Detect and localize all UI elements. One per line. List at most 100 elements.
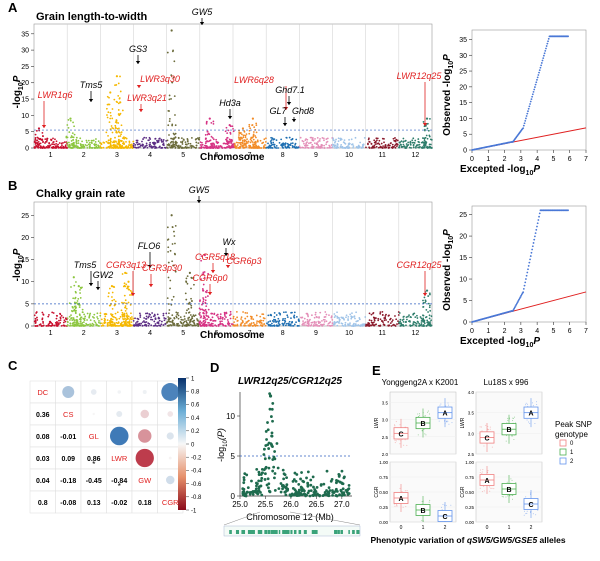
snp-point xyxy=(279,482,283,485)
snp-point xyxy=(123,314,126,317)
snp-point xyxy=(150,316,153,319)
peak-point xyxy=(425,117,429,120)
snp-point xyxy=(68,131,71,133)
snp-point xyxy=(112,140,115,143)
snp-point xyxy=(246,312,249,314)
snp-point xyxy=(72,144,75,147)
snp-point xyxy=(395,145,398,148)
snp-point xyxy=(256,139,259,142)
qq-point xyxy=(538,71,540,74)
snp-point xyxy=(129,294,131,296)
snp-point xyxy=(301,323,304,326)
qq-b-ylabel: Observed -log10P xyxy=(442,229,455,311)
snp-point xyxy=(295,321,297,324)
snp-point xyxy=(154,324,157,327)
snp-point xyxy=(139,145,141,148)
snp-point xyxy=(58,319,60,322)
snp-point xyxy=(252,146,255,149)
snp-point xyxy=(429,324,432,326)
snp-point xyxy=(71,322,74,325)
snp-point xyxy=(215,138,218,141)
jitter-point xyxy=(442,503,444,505)
snp-point xyxy=(267,486,270,490)
snp-point xyxy=(395,138,398,141)
snp-point xyxy=(55,314,58,317)
peak-point xyxy=(69,117,72,120)
snp-point xyxy=(332,137,334,140)
snp-point xyxy=(236,144,239,146)
snp-point xyxy=(159,325,162,327)
snp-point xyxy=(250,317,253,320)
snp-point xyxy=(311,143,314,146)
y-tick-label: 15 xyxy=(21,97,29,104)
snp-point xyxy=(340,494,344,497)
snp-point xyxy=(75,323,77,325)
snp-point xyxy=(107,139,110,142)
snp-point xyxy=(420,141,423,144)
colorbar-tick-label: 0 xyxy=(191,442,195,448)
x-tick-label: 3 xyxy=(519,156,523,163)
snp-point xyxy=(173,145,176,148)
annotation-cgr3p30: CGR3p30 xyxy=(142,263,182,273)
legend-swatch xyxy=(559,448,567,456)
snp-point xyxy=(192,145,194,148)
snp-point xyxy=(193,283,195,286)
snp-point xyxy=(299,146,302,149)
snp-point xyxy=(260,493,264,497)
snp-point xyxy=(379,145,382,148)
snp-point xyxy=(167,303,170,305)
annotation-arrowhead xyxy=(88,99,94,102)
snp-point xyxy=(158,324,160,327)
snp-point xyxy=(39,323,42,326)
snp-point xyxy=(36,324,39,327)
snp-point xyxy=(64,145,67,148)
snp-point xyxy=(75,136,78,139)
chromosome-label: 3 xyxy=(115,330,119,337)
snp-point xyxy=(111,307,114,310)
snp-point xyxy=(323,144,326,147)
snp-point xyxy=(259,315,262,318)
snp-point xyxy=(179,316,182,319)
snp-point xyxy=(169,287,171,290)
snp-point xyxy=(163,317,166,319)
snp-point xyxy=(328,146,330,149)
jitter-point xyxy=(513,439,515,441)
snp-point xyxy=(333,313,336,315)
snp-point xyxy=(245,146,248,148)
snp-point xyxy=(255,322,258,324)
snp-point xyxy=(309,483,313,487)
snp-point xyxy=(359,325,362,327)
snp-point xyxy=(368,141,371,143)
boxplots: 2.02.53.03.5LWRCBA2.53.03.54.0LWRCBA0.00… xyxy=(374,390,543,531)
snp-point xyxy=(339,488,343,492)
snp-point xyxy=(192,320,195,322)
snp-point xyxy=(96,316,99,318)
snp-point xyxy=(65,317,67,319)
snp-point xyxy=(428,292,431,295)
snp-point xyxy=(287,145,289,148)
snp-point xyxy=(177,146,180,149)
snp-point xyxy=(382,145,384,148)
qq-point xyxy=(534,86,536,88)
snp-point xyxy=(171,321,174,324)
correlation-value: -0.18 xyxy=(60,478,76,485)
snp-point xyxy=(265,147,268,149)
annotation-tms5: Tms5 xyxy=(80,80,103,90)
snp-point xyxy=(244,143,247,146)
peak-point xyxy=(110,285,114,288)
snp-point xyxy=(278,141,281,144)
snp-point xyxy=(52,143,54,146)
snp-point xyxy=(271,458,275,461)
snp-point xyxy=(39,137,42,140)
snp-point xyxy=(275,147,278,149)
snp-point xyxy=(76,146,79,149)
snp-point xyxy=(184,141,187,143)
snp-point xyxy=(154,323,157,325)
snp-point xyxy=(317,322,320,325)
snp-point xyxy=(173,230,175,233)
snp-point xyxy=(217,323,220,326)
snp-point xyxy=(62,316,65,319)
snp-point xyxy=(306,312,309,315)
snp-point xyxy=(270,141,273,144)
